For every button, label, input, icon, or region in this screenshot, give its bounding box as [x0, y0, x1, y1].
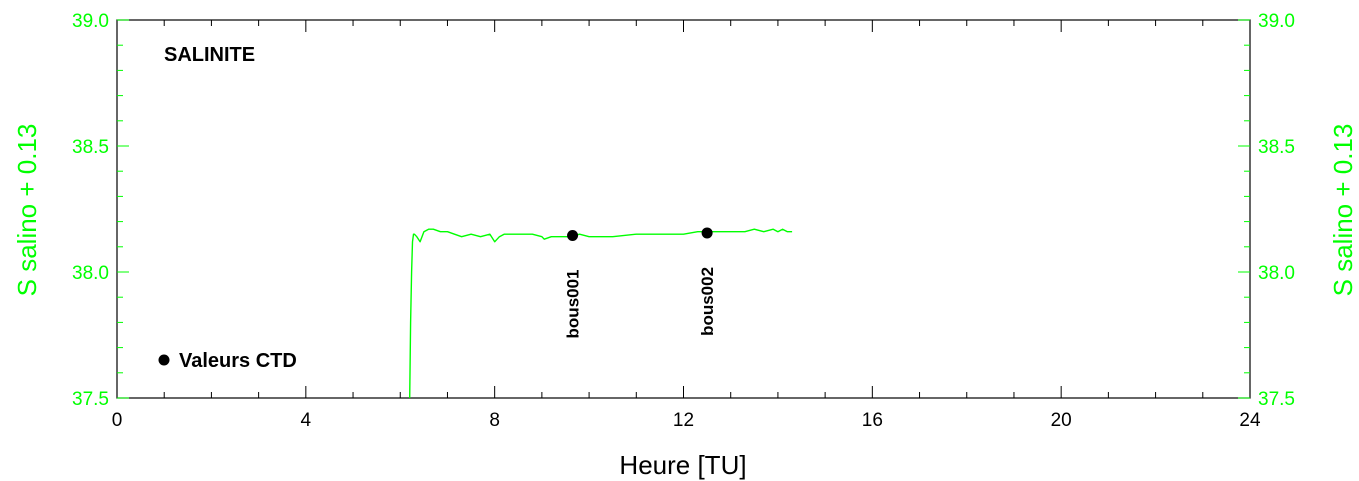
x-tick-label: 4 — [301, 410, 312, 431]
y-tick-label-right: 37.5 — [1258, 389, 1295, 410]
ctd-point-label: bous002 — [698, 267, 717, 336]
y-tick-label-right: 38.5 — [1258, 137, 1295, 158]
salinity-series-line — [409, 228, 793, 399]
x-tick-label: 12 — [673, 410, 694, 431]
y-tick-label-left: 37.5 — [72, 389, 109, 410]
ctd-point-label: bous001 — [564, 269, 583, 338]
x-tick-label: 0 — [112, 410, 123, 431]
chart-title: SALINITE — [164, 44, 255, 66]
x-tick-label: 24 — [1239, 410, 1261, 431]
plot-area-border — [116, 19, 1251, 399]
x-tick-label: 8 — [489, 410, 500, 431]
legend-label: Valeurs CTD — [179, 350, 297, 372]
axis-ticks — [116, 19, 1251, 399]
y-tick-label-right: 38.0 — [1258, 263, 1295, 284]
y-tick-label-left: 39.0 — [72, 11, 109, 32]
y-axis-title-right: S salino + 0.13 — [1328, 124, 1358, 297]
x-tick-label: 16 — [862, 410, 883, 431]
y-axis-title-left: S salino + 0.13 — [12, 124, 42, 297]
ctd-point — [701, 227, 713, 239]
ctd-points-layer: bous001 bous002 — [564, 227, 717, 338]
y-tick-label-left: 38.0 — [72, 263, 109, 284]
legend-marker — [158, 354, 170, 366]
x-tick-label: 20 — [1051, 410, 1072, 431]
ctd-point — [567, 229, 579, 241]
y-tick-label-left: 38.5 — [72, 137, 109, 158]
y-tick-label-right: 39.0 — [1258, 11, 1295, 32]
x-axis-title: Heure [TU] — [619, 450, 746, 480]
plot-frame — [116, 19, 1251, 399]
legend: Valeurs CTD — [158, 350, 297, 372]
series-layer — [409, 228, 793, 399]
